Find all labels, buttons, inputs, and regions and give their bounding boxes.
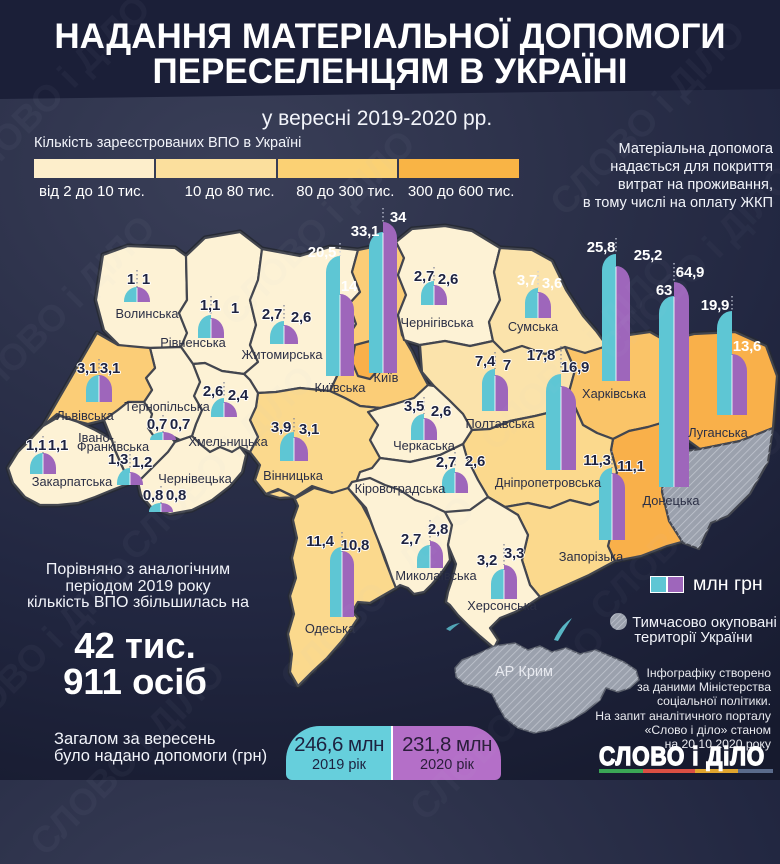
svg-text:3,3: 3,3: [504, 545, 524, 562]
svg-text:16,9: 16,9: [561, 359, 589, 376]
svg-text:17,8: 17,8: [527, 347, 555, 364]
svg-text:14: 14: [341, 278, 358, 295]
svg-text:7,4: 7,4: [475, 353, 496, 370]
svg-text:Львівська: Львівська: [56, 408, 114, 423]
svg-text:3,1: 3,1: [77, 360, 97, 377]
svg-text:63: 63: [656, 282, 672, 299]
svg-text:3,5: 3,5: [404, 398, 424, 415]
svg-text:Чернігівська: Чернігівська: [401, 315, 475, 330]
svg-text:11,3: 11,3: [583, 452, 611, 469]
svg-text:Сумська: Сумська: [508, 319, 559, 334]
svg-text:2,6: 2,6: [291, 309, 311, 326]
svg-text:13,6: 13,6: [733, 338, 761, 355]
svg-text:2,6: 2,6: [438, 271, 458, 288]
svg-text:3,9: 3,9: [271, 419, 291, 436]
svg-text:Волинська: Волинська: [115, 306, 179, 321]
svg-text:Кіровоградська: Кіровоградська: [355, 481, 447, 496]
svg-text:Одеська: Одеська: [305, 621, 356, 636]
svg-text:64,9: 64,9: [676, 264, 704, 281]
svg-text:2,7: 2,7: [414, 268, 434, 285]
svg-text:Франківська: Франківська: [77, 439, 150, 454]
svg-text:11,4: 11,4: [306, 533, 334, 550]
svg-text:2,4: 2,4: [228, 387, 249, 404]
svg-text:3,7: 3,7: [517, 272, 537, 289]
svg-text:0,8: 0,8: [143, 487, 163, 504]
svg-text:Закарпатська: Закарпатська: [32, 474, 113, 489]
svg-text:Миколаївська: Миколаївська: [395, 568, 477, 583]
svg-text:2,6: 2,6: [431, 403, 451, 420]
svg-text:АР Крим: АР Крим: [495, 664, 553, 680]
svg-text:Івано-: Івано-: [78, 430, 114, 445]
svg-text:Дніпропетровська: Дніпропетровська: [495, 475, 602, 490]
svg-text:1,3: 1,3: [108, 451, 128, 468]
svg-text:1: 1: [231, 300, 239, 317]
svg-text:2,6: 2,6: [203, 383, 223, 400]
svg-text:33,1: 33,1: [351, 223, 379, 240]
svg-text:19,9: 19,9: [701, 297, 729, 314]
svg-text:Київська: Київська: [315, 380, 367, 395]
svg-text:Чернівецька: Чернівецька: [158, 471, 232, 486]
svg-text:1,2: 1,2: [132, 454, 152, 471]
svg-text:3,1: 3,1: [299, 421, 319, 438]
svg-text:1: 1: [142, 271, 150, 288]
svg-text:Харківська: Харківська: [582, 386, 647, 401]
svg-text:1,1: 1,1: [200, 297, 220, 314]
svg-text:3,1: 3,1: [100, 360, 120, 377]
svg-text:2,7: 2,7: [262, 306, 282, 323]
svg-text:0,8: 0,8: [166, 487, 186, 504]
svg-text:0,7: 0,7: [147, 416, 167, 433]
svg-text:7: 7: [503, 357, 511, 374]
svg-text:1,1: 1,1: [48, 437, 68, 454]
svg-text:11,1: 11,1: [617, 458, 645, 475]
svg-text:Київ: Київ: [374, 370, 399, 385]
svg-text:Луганська: Луганська: [688, 425, 748, 440]
svg-text:2,6: 2,6: [465, 453, 485, 470]
svg-text:Тернопільська: Тернопільська: [124, 399, 210, 414]
svg-text:25,2: 25,2: [634, 247, 662, 264]
svg-text:Вінницька: Вінницька: [263, 468, 324, 483]
svg-text:2,7: 2,7: [401, 531, 421, 548]
svg-text:Хмельницька: Хмельницька: [188, 434, 268, 449]
svg-text:1: 1: [127, 271, 135, 288]
svg-text:Донецька: Донецька: [642, 493, 700, 508]
svg-text:3,2: 3,2: [477, 552, 497, 569]
svg-text:10,8: 10,8: [341, 537, 369, 554]
svg-text:20,5: 20,5: [308, 244, 336, 261]
svg-text:1,1: 1,1: [26, 437, 46, 454]
svg-text:Полтавська: Полтавська: [465, 416, 535, 431]
svg-text:2,7: 2,7: [436, 454, 456, 471]
svg-text:25,8: 25,8: [587, 239, 615, 256]
svg-text:Рівненська: Рівненська: [160, 335, 226, 350]
svg-text:3,6: 3,6: [542, 275, 562, 292]
svg-text:Запорізька: Запорізька: [559, 549, 624, 564]
svg-text:Черкаська: Черкаська: [393, 438, 456, 453]
svg-text:0,7: 0,7: [170, 416, 190, 433]
svg-text:34: 34: [390, 209, 407, 226]
svg-text:2,8: 2,8: [428, 521, 448, 538]
svg-text:Херсонська: Херсонська: [467, 598, 537, 613]
svg-text:Житомирська: Житомирська: [242, 347, 324, 362]
